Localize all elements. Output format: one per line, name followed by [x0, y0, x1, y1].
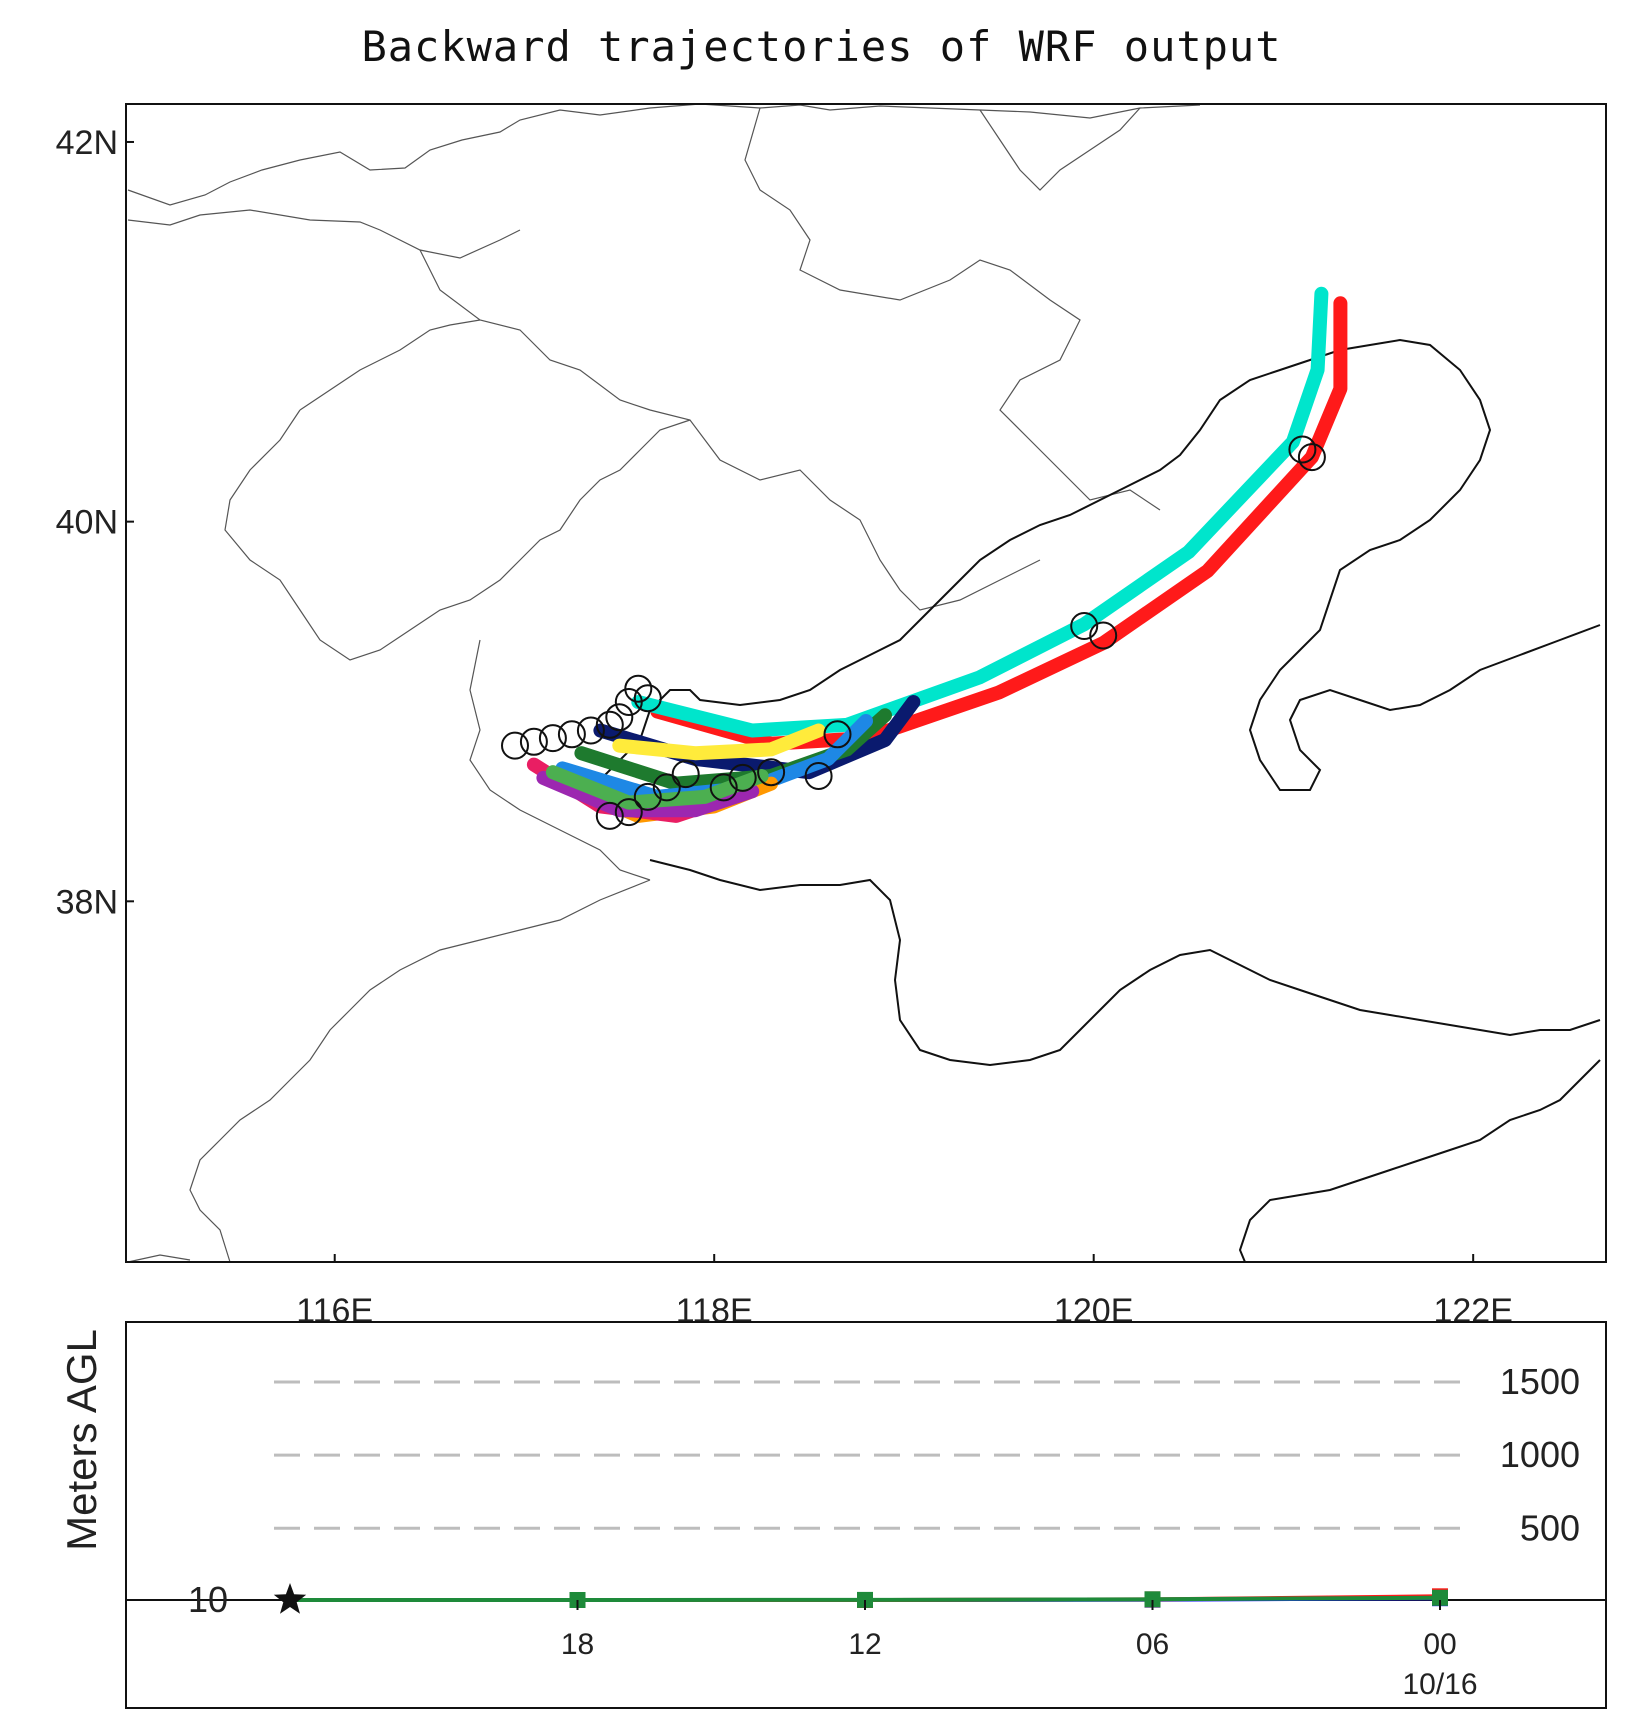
- province-boundary: [189, 879, 651, 1263]
- province-boundary: [127, 103, 1201, 206]
- province-boundary: [419, 249, 1041, 611]
- height-plot-area: [126, 1380, 1606, 1614]
- province-boundary: [224, 409, 691, 661]
- height-y-axis-label: Meters AGL: [58, 1329, 105, 1551]
- hour-marker: [633, 684, 662, 713]
- coastline: [599, 338, 1601, 791]
- x-tick-label: 116E: [296, 1292, 373, 1330]
- hour-marker: [624, 674, 653, 703]
- height-grid-label: 500: [1520, 1507, 1580, 1548]
- hour-marker: [823, 720, 852, 749]
- hour-marker: [1297, 443, 1326, 472]
- y-tick-label: 40N: [56, 504, 118, 542]
- hour-marker: [709, 773, 738, 802]
- date-label: 10/16: [1402, 1668, 1477, 1701]
- hour-marker: [671, 760, 700, 789]
- hour-marker: [614, 798, 643, 827]
- y-tick-label: 38N: [56, 883, 118, 921]
- trajectory-line: [650, 296, 1348, 751]
- hour-marker: [576, 716, 605, 745]
- hour-marker: [633, 782, 662, 811]
- hour-marker: [538, 724, 567, 753]
- province-boundary: [299, 319, 481, 411]
- chart-title: Backward trajectories of WRF output: [361, 22, 1282, 71]
- hour-marker: [728, 763, 757, 792]
- map-axes: 116E 118E 120E 122E 38N 40N 42N: [56, 124, 1513, 1330]
- hour-marker: [804, 762, 833, 790]
- time-tick-label: 00: [1423, 1628, 1456, 1661]
- map-basemap: [127, 103, 1601, 1263]
- province-boundary: [979, 107, 1141, 191]
- time-tick-label: 12: [848, 1628, 881, 1661]
- province-boundary: [127, 1254, 191, 1263]
- height-point-marker: [1432, 1589, 1448, 1606]
- height-grid-label: 1500: [1500, 1361, 1580, 1402]
- trajectory-line: [631, 286, 1329, 738]
- coastline: [649, 859, 1601, 1067]
- province-boundary: [744, 107, 1161, 511]
- hour-marker: [595, 710, 624, 739]
- hour-marker: [757, 758, 786, 787]
- height-panel-frame: [125, 1321, 1607, 1709]
- time-tick-label: 06: [1136, 1628, 1169, 1661]
- height-point-marker: [857, 1591, 873, 1608]
- hour-marker: [605, 703, 634, 732]
- province-boundary: [469, 639, 651, 881]
- hour-marker: [595, 801, 624, 830]
- start-star-icon: [273, 1583, 307, 1614]
- hour-marker: [501, 731, 529, 760]
- hour-marker: [557, 720, 586, 749]
- hour-marker: [1070, 612, 1099, 640]
- hour-marker: [519, 727, 548, 756]
- y-tick-label: 42N: [56, 124, 118, 162]
- coastline: [1238, 1059, 1601, 1263]
- height-point-marker: [1144, 1591, 1161, 1608]
- x-tick-label: 122E: [1433, 1292, 1512, 1330]
- time-tick-label: 18: [561, 1628, 594, 1661]
- province-boundary: [127, 209, 521, 259]
- height-grid-label: 1000: [1500, 1434, 1580, 1475]
- hour-marker: [1089, 621, 1118, 650]
- height-axes: 1500 1000 500 10 Meters AGL 18 12 06 00 10/16: [58, 1329, 1580, 1701]
- x-tick-label: 120E: [1054, 1292, 1133, 1330]
- map-frame: [125, 103, 1607, 1263]
- hour-marker: [652, 773, 681, 802]
- trajectory-line: [612, 723, 826, 761]
- x-tick-label: 118E: [676, 1292, 753, 1330]
- height-start-label: 10: [188, 1579, 228, 1620]
- map-plot-area: [501, 286, 1348, 830]
- hour-marker: [1288, 435, 1317, 464]
